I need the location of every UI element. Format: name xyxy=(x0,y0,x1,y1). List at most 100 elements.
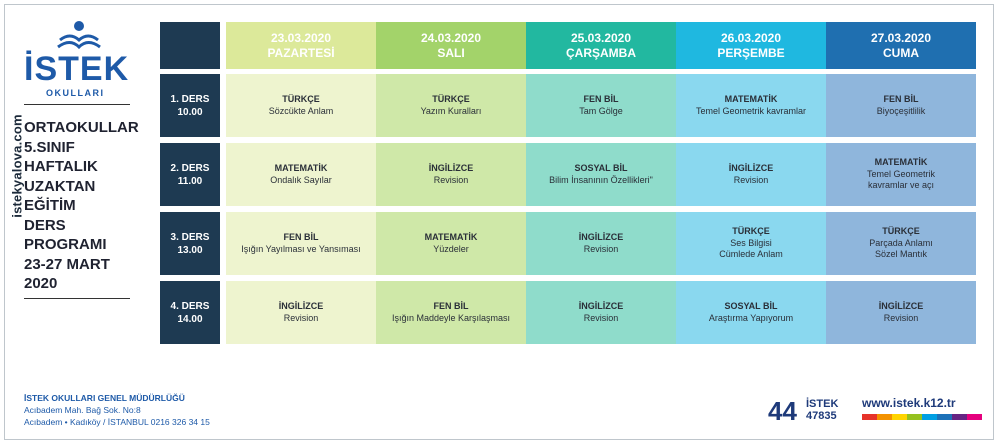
title-line: ORTAOKULLAR xyxy=(24,119,139,136)
schedule-cell: İNGİLİZCE Revision xyxy=(526,212,676,275)
cell-topic: Sözel Mantık xyxy=(874,249,928,260)
cell-subject: TÜRKÇE xyxy=(432,94,470,104)
cell-topic: Revision xyxy=(583,312,619,323)
page-frame xyxy=(4,4,994,440)
period-label: 4. DERS xyxy=(170,300,210,312)
schedule-cell: MATEMATİK Temel Geometrik kavramlar xyxy=(676,74,826,137)
day-name: CUMA xyxy=(883,46,919,60)
cell-topic: Revision xyxy=(433,174,469,185)
cell-topic: Temel Geometrik xyxy=(866,168,936,179)
day-date: 27.03.2020 xyxy=(870,31,932,45)
brand-big-number: 44 xyxy=(768,396,797,426)
period-time: 14.00 xyxy=(177,313,203,325)
cell-topic: Araştırma Yapıyorum xyxy=(708,312,794,323)
schedule-cell: FEN BİL Işığın Yayılması ve Yansıması xyxy=(226,212,376,275)
cell-topic: Işığın Yayılması ve Yansıması xyxy=(241,243,361,254)
period-label: 2. DERS xyxy=(170,162,210,174)
day-header: 24.03.2020 SALI xyxy=(376,22,526,69)
school-logo: İSTEK OKULLARI xyxy=(24,20,134,98)
cell-subject: MATEMATİK xyxy=(724,94,778,104)
logo-word: İSTEK xyxy=(24,50,130,88)
color-stripe xyxy=(952,414,967,420)
cell-subject: TÜRKÇE xyxy=(282,94,320,104)
brand-name: İSTEK xyxy=(806,398,839,410)
schedule-cell: FEN BİL Işığın Maddeyle Karşılaşması xyxy=(376,281,526,344)
color-stripe xyxy=(937,414,952,420)
day-header: 26.03.2020 PERŞEMBE xyxy=(676,22,826,69)
schedule-cell: SOSYAL BİL Araştırma Yapıyorum xyxy=(676,281,826,344)
color-stripe xyxy=(967,414,982,420)
day-name: PERŞEMBE xyxy=(717,46,785,60)
cell-topic: Parçada Anlamı xyxy=(869,237,933,248)
day-header: 23.03.2020 PAZARTESİ xyxy=(226,22,376,69)
color-stripe xyxy=(922,414,937,420)
day-date: 26.03.2020 xyxy=(720,31,782,45)
cell-topic: Ondalık Sayılar xyxy=(270,174,332,185)
program-title: ORTAOKULLAR 5.SINIF HAFTALIK UZAKTAN EĞİTİM D… xyxy=(24,118,154,294)
period-label: 3. DERS xyxy=(170,231,210,243)
schedule-cell: MATEMATİK Temel Geometrik kavramlar ve açı xyxy=(826,143,976,206)
schedule-cell: FEN BİL Biyoçeşitlilik xyxy=(826,74,976,137)
cell-topic: Revision xyxy=(583,243,619,254)
cell-subject: İNGİLİZCE xyxy=(878,301,924,311)
title-line: 23-27 MART xyxy=(24,255,110,273)
cell-subject: İNGİLİZCE xyxy=(578,301,624,311)
schedule-cell: FEN BİL Tam Gölge xyxy=(526,74,676,137)
schedule-cell: İNGİLİZCE Revision xyxy=(376,143,526,206)
footer-org: İSTEK OKULLARI GENEL MÜDÜRLÜĞÜ xyxy=(24,393,185,403)
footer-address-1: Acıbadem Mah. Bağ Sok. No:8 xyxy=(24,405,141,415)
cell-subject: İNGİLİZCE xyxy=(278,301,324,311)
title-line: DERS xyxy=(24,216,66,234)
cell-topic: Tam Gölge xyxy=(579,105,623,116)
title-top-rule xyxy=(24,104,130,105)
cell-topic: Sözcükte Anlam xyxy=(268,105,334,116)
cell-subject: FEN BİL xyxy=(883,94,919,104)
day-name: PAZARTESİ xyxy=(267,46,335,60)
cell-subject: TÜRKÇE xyxy=(882,226,920,237)
title-line: UZAKTAN xyxy=(24,177,96,195)
brand-phone-number: 47835 xyxy=(806,410,837,422)
cell-topic: Revision xyxy=(283,312,319,323)
cell-topic: Ses Bilgisi xyxy=(730,237,772,248)
day-header: 27.03.2020 CUMA xyxy=(826,22,976,69)
day-date: 24.03.2020 xyxy=(420,31,482,45)
schedule-cell: İNGİLİZCE Revision xyxy=(676,143,826,206)
day-header: 25.03.2020 ÇARŞAMBA xyxy=(526,22,676,69)
schedule-cell: MATEMATİK Ondalık Sayılar xyxy=(226,143,376,206)
color-stripe xyxy=(892,414,907,420)
reading-figure-icon xyxy=(57,21,101,50)
cell-subject: SOSYAL BİL xyxy=(574,163,628,173)
cell-topic: Cümlede Anlam xyxy=(719,249,783,260)
watermark: istekyalova.com xyxy=(10,114,25,217)
period-header: 3. DERS 13.00 xyxy=(160,212,220,275)
cell-topic: Işığın Maddeyle Karşılaşması xyxy=(391,312,511,323)
cell-subject: MATEMATİK xyxy=(874,157,928,168)
period-header: 4. DERS 14.00 xyxy=(160,281,220,344)
footer-address-2: Acıbadem • Kadıköy / İSTANBUL 0216 326 3… xyxy=(24,417,210,427)
period-time: 13.00 xyxy=(177,244,203,256)
color-stripe xyxy=(877,414,892,420)
watermark-text: istekyalova.com xyxy=(9,113,25,218)
period-header: 2. DERS 11.00 xyxy=(160,143,220,206)
schedule-cell: İNGİLİZCE Revision xyxy=(226,281,376,344)
period-time: 10.00 xyxy=(177,106,203,118)
day-date: 25.03.2020 xyxy=(570,31,632,45)
cell-subject: TÜRKÇE xyxy=(732,226,770,237)
cell-subject: MATEMATİK xyxy=(424,232,478,242)
day-date: 23.03.2020 xyxy=(270,31,332,45)
website-link[interactable]: www.istek.k12.tr xyxy=(862,396,956,410)
cell-topic: kavramlar ve açı xyxy=(867,180,935,191)
period-header: 1. DERS 10.00 xyxy=(160,74,220,137)
cell-subject: İNGİLİZCE xyxy=(578,232,624,242)
schedule-cell: TÜRKÇE Ses Bilgisi Cümlede Anlam xyxy=(676,212,826,275)
color-stripe xyxy=(907,414,922,420)
period-time: 11.00 xyxy=(177,175,203,187)
footer-address: İSTEK OKULLARI GENEL MÜDÜRLÜĞÜ Acıbadem … xyxy=(24,392,210,428)
cell-topic: Biyoçeşitlilik xyxy=(876,105,926,116)
schedule-cell: SOSYAL BİL Bilim İnsanının Özellikleri" xyxy=(526,143,676,206)
title-line: 5.SINIF xyxy=(24,138,75,156)
cell-topic: Bilim İnsanının Özellikleri" xyxy=(549,174,653,185)
color-stripe xyxy=(862,414,877,420)
period-label: 1. DERS xyxy=(170,93,210,105)
schedule-cell: MATEMATİK Yüzdeler xyxy=(376,212,526,275)
